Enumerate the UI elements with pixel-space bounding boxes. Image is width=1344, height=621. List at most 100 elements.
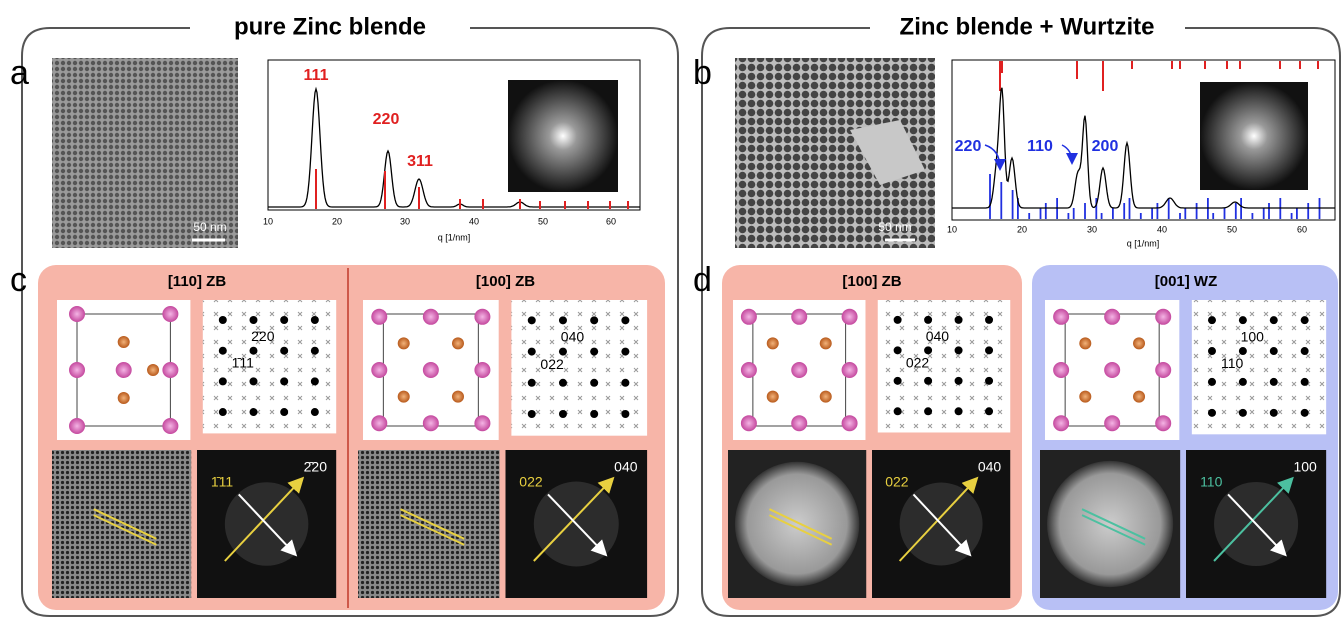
panel-letter: d xyxy=(693,261,712,299)
atom xyxy=(1104,415,1120,431)
panel-title: pure Zinc blende xyxy=(234,13,426,40)
spot xyxy=(559,348,567,356)
x-tick-label: 40 xyxy=(1157,224,1167,234)
spot xyxy=(1270,409,1278,417)
spot xyxy=(528,348,536,356)
spot xyxy=(311,377,319,385)
x-tick-label: 60 xyxy=(1297,224,1307,234)
panel-letter: c xyxy=(10,261,27,299)
atom xyxy=(741,309,757,325)
atom xyxy=(118,392,130,404)
spot xyxy=(249,347,257,355)
fft-label: 2̄20 xyxy=(304,458,328,474)
atom xyxy=(1079,391,1091,403)
spot xyxy=(924,346,932,354)
spot xyxy=(280,347,288,355)
spot xyxy=(1270,378,1278,386)
atom xyxy=(1155,415,1171,431)
atom xyxy=(69,362,85,378)
scale-label: 50 nm xyxy=(193,220,226,234)
spot xyxy=(985,316,993,324)
saed-inset xyxy=(1200,82,1308,190)
spot xyxy=(924,316,932,324)
atom xyxy=(452,337,464,349)
nanoparticle xyxy=(1047,461,1173,587)
atom xyxy=(162,418,178,434)
fft-label: 040 xyxy=(978,458,1002,474)
spot xyxy=(924,377,932,385)
atom xyxy=(423,309,439,325)
spot xyxy=(311,347,319,355)
spot xyxy=(219,316,227,324)
spot xyxy=(280,377,288,385)
atom xyxy=(162,362,178,378)
spot xyxy=(1301,316,1309,324)
atom xyxy=(1133,337,1145,349)
x-tick-label: 30 xyxy=(1087,224,1097,234)
atom xyxy=(118,336,130,348)
spot xyxy=(955,346,963,354)
pattern-label: 1̄11 xyxy=(232,355,255,371)
atom xyxy=(1104,309,1120,325)
pattern-label: 022 xyxy=(540,356,564,372)
atom xyxy=(423,415,439,431)
spot xyxy=(528,410,536,418)
atom xyxy=(474,415,490,431)
spot xyxy=(1239,378,1247,386)
panel-title: Zinc blende + Wurtzite xyxy=(900,13,1155,40)
x-axis-label: q [1/nm] xyxy=(1127,238,1160,248)
atom xyxy=(842,309,858,325)
atom xyxy=(1079,337,1091,349)
figure: pure Zinc blende Zinc blende + Wurtzite … xyxy=(0,0,1344,621)
nanoparticle xyxy=(735,462,859,586)
atom xyxy=(147,364,159,376)
atom xyxy=(1053,415,1069,431)
atom xyxy=(741,415,757,431)
spot xyxy=(924,407,932,415)
x-tick-label: 40 xyxy=(469,216,479,226)
spot xyxy=(280,316,288,324)
view-heading: [100] ZB xyxy=(842,273,901,290)
spot xyxy=(1270,316,1278,324)
spot xyxy=(280,408,288,416)
spot xyxy=(1301,347,1309,355)
atom xyxy=(1155,309,1171,325)
spot xyxy=(1208,347,1216,355)
fft-label: 022 xyxy=(885,473,909,489)
spot xyxy=(559,410,567,418)
spot xyxy=(985,407,993,415)
atom xyxy=(371,362,387,378)
atom xyxy=(820,337,832,349)
spot xyxy=(1270,347,1278,355)
fft-label: 100 xyxy=(1293,458,1317,474)
spot xyxy=(1208,378,1216,386)
spot xyxy=(311,316,319,324)
atom xyxy=(398,391,410,403)
spot xyxy=(590,316,598,324)
spot xyxy=(894,346,902,354)
spot xyxy=(249,377,257,385)
spot xyxy=(559,379,567,387)
spot xyxy=(590,410,598,418)
atom xyxy=(820,391,832,403)
hrtem-image xyxy=(358,450,500,598)
atom xyxy=(162,306,178,322)
spot xyxy=(219,408,227,416)
fft-label: 110 xyxy=(1200,473,1223,489)
spot xyxy=(955,407,963,415)
spot xyxy=(955,316,963,324)
x-axis-label: q [1/nm] xyxy=(438,232,471,242)
pattern-label: 100 xyxy=(1241,328,1265,344)
peak-label: 220 xyxy=(955,138,982,155)
x-tick-label: 10 xyxy=(263,216,273,226)
pattern-label: 022 xyxy=(906,354,930,370)
atom xyxy=(1053,362,1069,378)
atom xyxy=(371,415,387,431)
peak-label: 220 xyxy=(373,111,400,128)
view-heading: [001] WZ xyxy=(1155,273,1218,290)
x-tick-label: 30 xyxy=(400,216,410,226)
atom xyxy=(741,362,757,378)
spot xyxy=(528,316,536,324)
spot xyxy=(1239,316,1247,324)
spot xyxy=(985,377,993,385)
